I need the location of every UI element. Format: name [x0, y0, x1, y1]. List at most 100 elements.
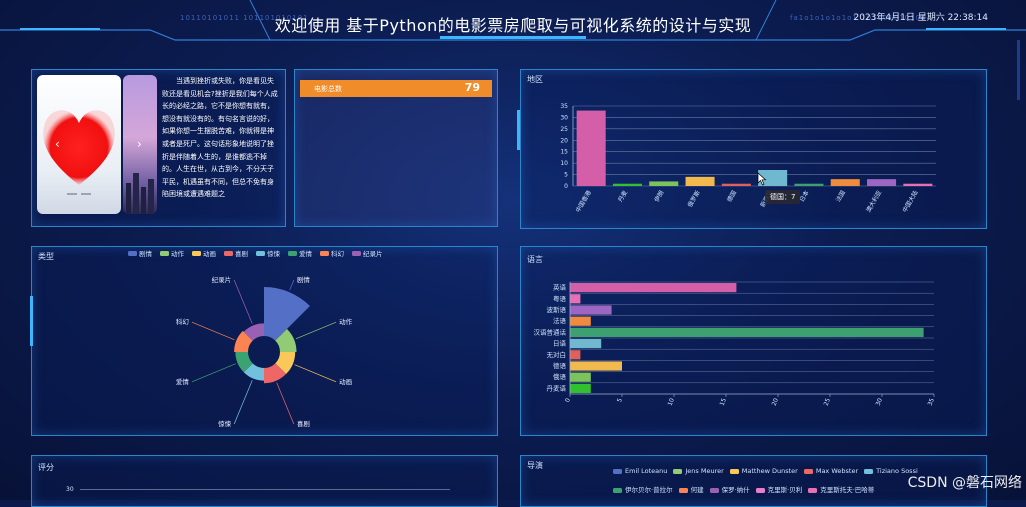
region-bar[interactable] — [721, 183, 751, 186]
panel-edge-accent — [30, 296, 33, 346]
director-legend-label: Emil Loteanu — [625, 467, 668, 475]
region-bar[interactable] — [830, 179, 860, 186]
carousel-image-heart[interactable]: ‹ — [37, 75, 121, 214]
director-legend-item[interactable]: 保罗·纳什 — [709, 484, 750, 494]
genre-legend-label[interactable]: 科幻 — [331, 249, 345, 258]
movie-count-label: 电影总数 — [314, 85, 342, 93]
director-panel: 导演 Emil Loteanu Jens Meurer Matthew Dunste… — [520, 455, 987, 507]
genre-legend-swatch[interactable] — [352, 251, 361, 256]
director-legend-item[interactable]: 克里斯·贝利 — [755, 484, 803, 494]
language-bar[interactable] — [570, 327, 924, 337]
director-legend-label: Max Webster — [815, 467, 859, 475]
scrollbar-track[interactable] — [1017, 40, 1020, 100]
genre-slice-label: 科幻 — [176, 317, 190, 326]
region-bar[interactable] — [685, 176, 715, 186]
language-x-tick: 35 — [927, 397, 936, 407]
language-bar[interactable] — [570, 339, 602, 349]
genre-title: 类型 — [38, 252, 54, 261]
genre-slice[interactable] — [264, 287, 310, 341]
director-legend-item[interactable]: Matthew Dunster — [729, 467, 798, 475]
genre-legend-label[interactable]: 喜剧 — [235, 249, 248, 258]
language-y-tick: 英语 — [553, 283, 567, 292]
language-bar[interactable] — [570, 361, 622, 371]
genre-slice[interactable] — [243, 323, 264, 341]
region-bar[interactable] — [758, 170, 788, 186]
page-title: 欢迎使用 基于Python的电影票房爬取与可视化系统的设计与实现 — [274, 16, 752, 35]
director-legend-item[interactable]: Emil Loteanu — [613, 467, 667, 475]
director-legend-label: Jens Meurer — [685, 467, 724, 475]
genre-slice[interactable] — [243, 363, 264, 381]
director-legend-item[interactable]: Max Webster — [803, 467, 859, 475]
genre-slice-label: 纪录片 — [212, 275, 232, 284]
language-x-tick: 20 — [771, 397, 780, 407]
genre-label-line — [191, 363, 236, 383]
language-y-tick: 粤语 — [553, 294, 567, 303]
language-bar[interactable] — [570, 372, 591, 382]
director-title: 导演 — [527, 461, 543, 470]
region-bar[interactable] — [612, 183, 642, 186]
genre-slice[interactable] — [234, 330, 253, 352]
language-bar[interactable] — [570, 316, 591, 326]
genre-slice[interactable] — [235, 352, 253, 373]
genre-legend-label[interactable]: 惊悚 — [267, 249, 281, 258]
genre-legend-label[interactable]: 动作 — [171, 249, 185, 258]
genre-slice[interactable] — [264, 363, 287, 384]
director-legend-label: 何建 — [690, 486, 704, 494]
genre-legend-label[interactable]: 动画 — [203, 250, 216, 258]
director-legend-item[interactable]: 何建 — [678, 484, 704, 494]
language-bar[interactable] — [570, 305, 612, 315]
director-legend-item[interactable]: Jens Meurer — [673, 467, 724, 475]
region-x-tick: 伊朗 — [653, 189, 666, 203]
genre-legend-label[interactable]: 剧情 — [139, 249, 153, 258]
genre-legend-label[interactable]: 纪录片 — [363, 249, 383, 258]
region-bar[interactable] — [903, 183, 933, 186]
language-bar[interactable] — [570, 383, 591, 393]
region-bar[interactable] — [867, 179, 897, 186]
carousel-image-city[interactable]: › — [123, 75, 157, 214]
language-y-tick: 德语 — [553, 361, 567, 370]
region-bar[interactable] — [794, 183, 824, 186]
language-y-tick: 丹麦语 — [547, 383, 567, 392]
language-bar[interactable] — [570, 283, 737, 293]
genre-legend-swatch[interactable] — [224, 251, 233, 256]
mouse-cursor-icon — [757, 172, 767, 186]
language-x-tick: 15 — [719, 397, 728, 407]
region-title: 地区 — [527, 75, 543, 84]
genre-slice-label: 剧情 — [297, 275, 311, 284]
header: 10110101011 101101010101 fa1o1o1o1o1o1 1… — [0, 0, 1026, 46]
director-legend-label: 克里斯·贝利 — [767, 486, 803, 494]
genre-legend-swatch[interactable] — [160, 251, 169, 256]
genre-legend-swatch[interactable] — [128, 251, 137, 256]
director-legend-swatch — [729, 468, 739, 474]
director-legend-swatch — [613, 487, 622, 493]
city-skyline-icon — [126, 173, 154, 214]
binary-decoration-left: 10110101011 101101010101 — [180, 14, 309, 22]
director-legend-swatch — [808, 487, 818, 493]
language-bar[interactable] — [570, 350, 581, 360]
genre-legend-swatch[interactable] — [192, 251, 201, 256]
region-bar[interactable] — [576, 110, 606, 186]
director-legend-item[interactable]: 伊尔贝尔·普拉尔 — [613, 484, 673, 494]
region-bar[interactable] — [649, 181, 679, 186]
genre-legend-label[interactable]: 爱情 — [299, 249, 313, 258]
director-legend-item[interactable]: 克里斯托夫·巴哈蒂 — [808, 484, 874, 494]
genre-legend-swatch[interactable] — [320, 251, 329, 256]
director-legend-label: Matthew Dunster — [741, 467, 798, 475]
language-title: 语言 — [527, 255, 543, 264]
genre-slice[interactable] — [275, 352, 296, 375]
genre-legend-swatch[interactable] — [256, 251, 265, 256]
director-legend-label: 克里斯托夫·巴哈蒂 — [820, 486, 875, 494]
genre-slice-label: 动作 — [339, 317, 353, 326]
genre-legend-swatch[interactable] — [288, 251, 297, 256]
carousel-next-icon[interactable]: › — [137, 137, 142, 151]
watermark: CSDN @磐石网络 — [907, 475, 1022, 491]
rating-y-tick: 30 — [66, 486, 74, 493]
director-legend-item[interactable]: Tiziano Sossi — [864, 467, 918, 475]
genre-label-line — [276, 382, 295, 425]
genre-slice[interactable] — [275, 329, 297, 352]
language-bar[interactable] — [570, 294, 581, 304]
language-x-tick: 0 — [564, 397, 572, 403]
carousel-prev-icon[interactable]: ‹ — [55, 137, 60, 151]
